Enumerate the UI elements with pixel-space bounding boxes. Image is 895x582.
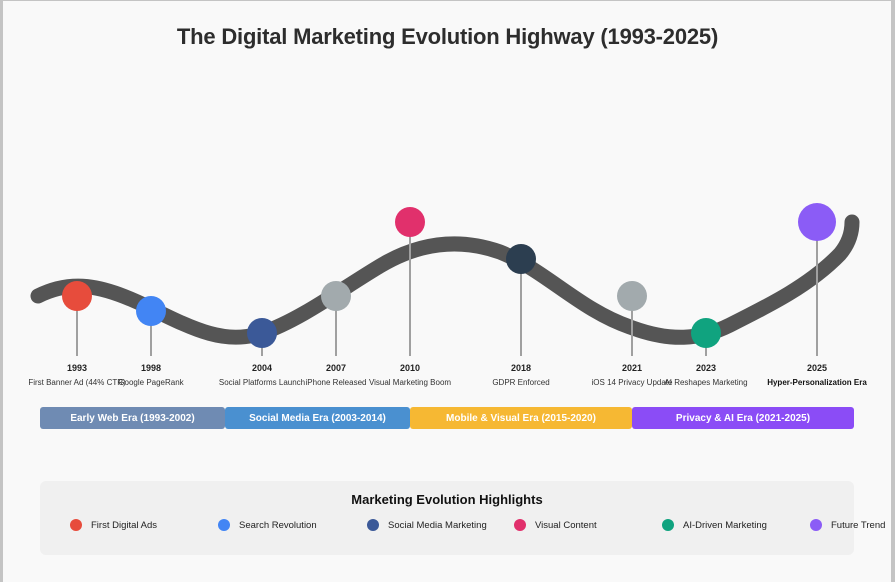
milestone-year: 2018	[511, 363, 531, 373]
era-early-web: Early Web Era (1993-2002)	[40, 407, 225, 429]
milestone-event: Hyper-Personalization Era	[767, 378, 867, 387]
milestone-year: 1998	[141, 363, 161, 373]
milestone-2007: 2007 iPhone Released	[306, 281, 367, 387]
legend-label: Social Media Marketing	[388, 519, 487, 531]
milestone-marker	[798, 203, 836, 241]
milestone-1993: 1993 First Banner Ad (44% CTR)	[28, 281, 126, 387]
milestone-year: 2021	[622, 363, 642, 373]
milestone-2010: 2010 Visual Marketing Boom	[369, 207, 451, 387]
milestone-event: iOS 14 Privacy Update	[592, 378, 673, 387]
milestone-marker	[691, 318, 721, 348]
era-label: Privacy & AI Era (2021-2025)	[675, 412, 811, 424]
milestone-marker	[506, 244, 536, 274]
highway-road	[30, 214, 860, 345]
legend-item-search-revolution: Search Revolution	[218, 519, 317, 531]
era-label: Social Media Era (2003-2014)	[249, 412, 386, 424]
legend-label: First Digital Ads	[91, 519, 157, 531]
legend-dot-icon	[810, 519, 822, 531]
milestone-event: iPhone Released	[306, 378, 367, 387]
era-label: Early Web Era (1993-2002)	[70, 412, 195, 424]
milestone-year: 2023	[696, 363, 716, 373]
legend-dot-icon	[367, 519, 379, 531]
milestone-1998: 1998 Google PageRank	[118, 296, 185, 387]
milestone-event: Social Platforms Launch	[219, 378, 305, 387]
milestone-year: 2004	[252, 363, 272, 373]
era-privacy-ai: Privacy & AI Era (2021-2025)	[632, 407, 854, 429]
milestone-event: Google PageRank	[118, 378, 184, 387]
milestone-2023: 2023 AI Reshapes Marketing	[664, 318, 748, 387]
milestone-2025: 2025 Hyper-Personalization Era	[767, 203, 867, 387]
milestone-marker	[321, 281, 351, 311]
legend-label: Search Revolution	[239, 519, 317, 531]
legend-item-future-trend: Future Trend	[810, 519, 885, 531]
milestone-year: 2010	[400, 363, 420, 373]
milestone-marker	[62, 281, 92, 311]
milestone-event: First Banner Ad (44% CTR)	[28, 378, 126, 387]
legend-dot-icon	[70, 519, 82, 531]
milestone-2021: 2021 iOS 14 Privacy Update	[592, 281, 673, 387]
milestone-marker	[617, 281, 647, 311]
legend-title: Marketing Evolution Highlights	[351, 492, 543, 507]
legend-label: Future Trend	[831, 519, 886, 531]
legend-item-social-media-marketing: Social Media Marketing	[367, 519, 487, 531]
legend-item-first-digital-ads: First Digital Ads	[70, 519, 157, 531]
milestone-year: 2007	[326, 363, 346, 373]
legend-dot-icon	[662, 519, 674, 531]
milestone-2018: 2018 GDPR Enforced	[492, 244, 550, 387]
milestone-marker	[247, 318, 277, 348]
milestone-2004: 2004 Social Platforms Launch	[219, 318, 305, 387]
legend-item-ai-driven-marketing: AI-Driven Marketing	[662, 519, 767, 531]
era-label: Mobile & Visual Era (2015-2020)	[446, 412, 596, 424]
milestone-year: 2025	[807, 363, 827, 373]
milestone-event: GDPR Enforced	[492, 378, 549, 387]
legend-label: AI-Driven Marketing	[683, 519, 767, 531]
legend-dot-icon	[218, 519, 230, 531]
milestone-marker	[395, 207, 425, 237]
legend-label: Visual Content	[535, 519, 597, 531]
milestone-event: Visual Marketing Boom	[369, 378, 451, 387]
milestone-event: AI Reshapes Marketing	[664, 378, 747, 387]
milestone-year: 1993	[67, 363, 87, 373]
era-mobile-visual: Mobile & Visual Era (2015-2020)	[410, 407, 632, 429]
legend-item-visual-content: Visual Content	[514, 519, 597, 531]
milestone-marker	[136, 296, 166, 326]
era-social-media: Social Media Era (2003-2014)	[225, 407, 410, 429]
page-title: The Digital Marketing Evolution Highway …	[176, 24, 719, 49]
legend-dot-icon	[514, 519, 526, 531]
legend-panel: Marketing Evolution Highlights First Dig…	[40, 481, 885, 555]
